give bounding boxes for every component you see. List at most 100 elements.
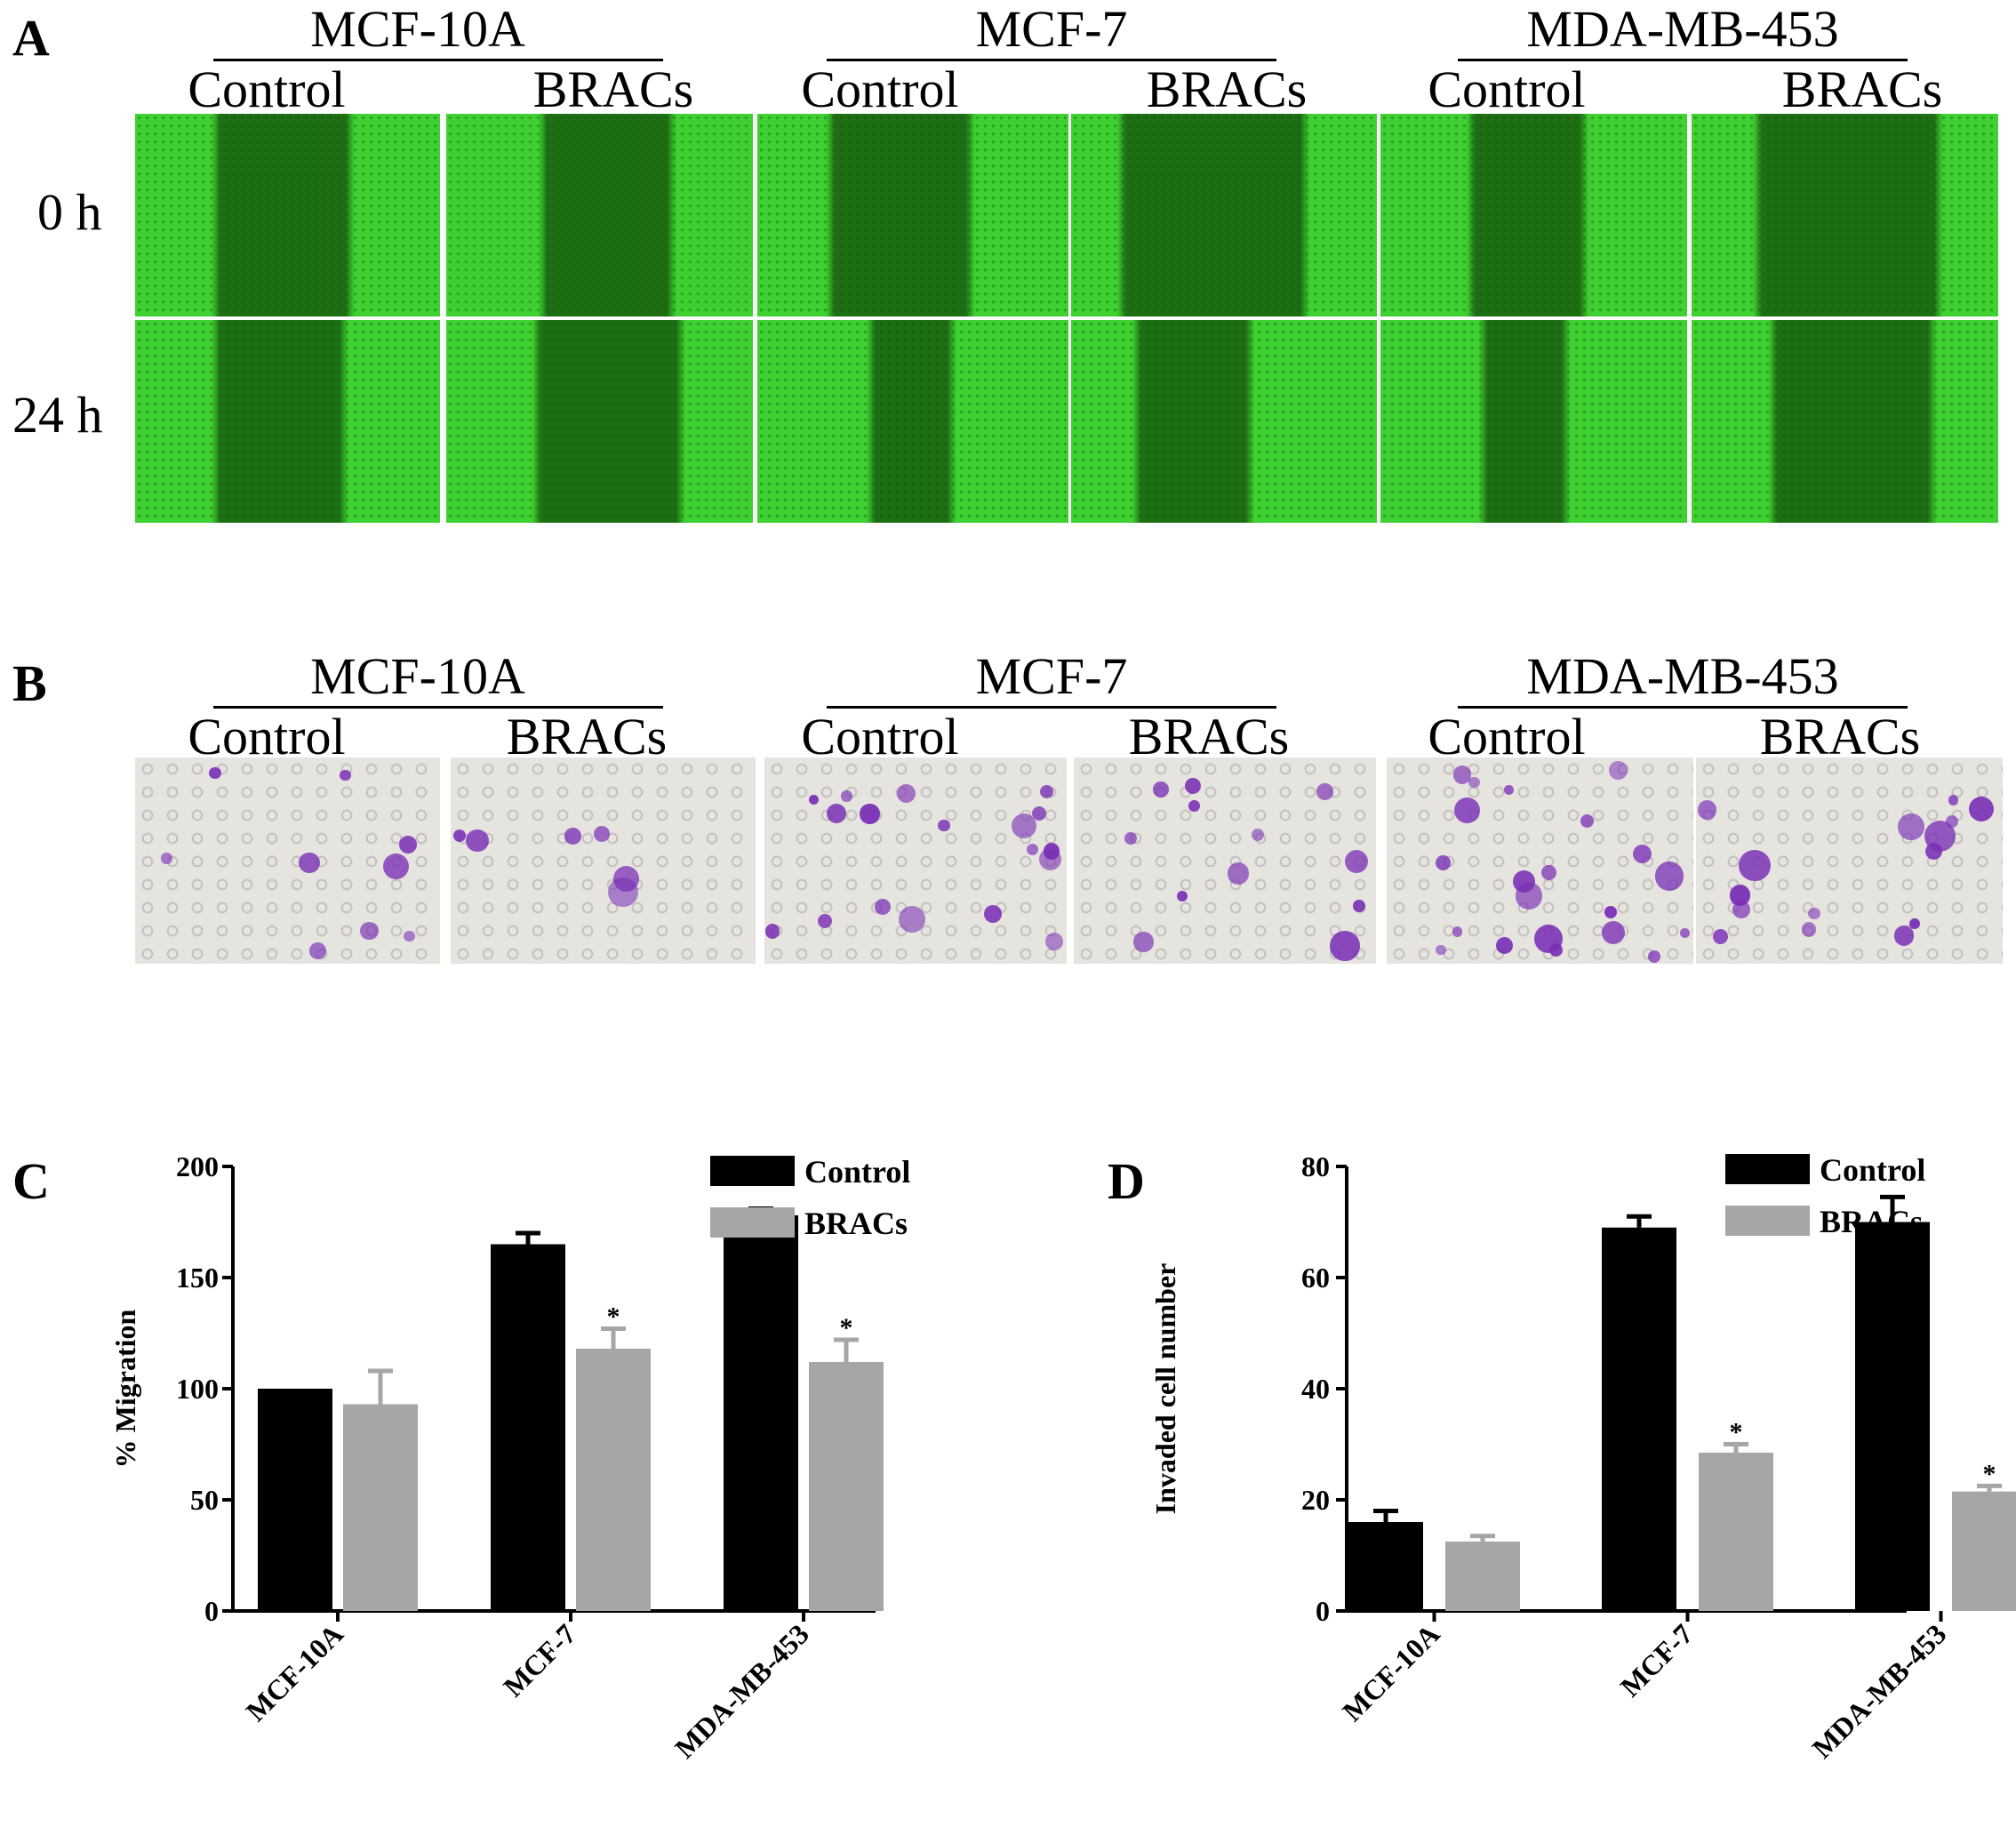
stained-cell	[1580, 814, 1595, 829]
stained-cell	[340, 769, 352, 781]
cell-texture	[1380, 320, 1687, 523]
stained-cell	[1124, 832, 1137, 845]
cell-texture	[446, 114, 753, 317]
panel-a-header-mcf7: MCF-7	[975, 0, 1128, 58]
stained-cell	[1043, 843, 1060, 860]
stained-cell	[1534, 924, 1564, 953]
invasion-image-tile	[135, 757, 440, 964]
stained-cell	[841, 790, 852, 802]
wound-image-tile	[1380, 320, 1687, 523]
panel-b-header-mcf7: MCF-7	[975, 647, 1128, 705]
cell-texture	[757, 114, 1068, 317]
wound-image-tile	[446, 320, 753, 523]
cell-texture	[757, 320, 1068, 523]
stained-cell	[1039, 784, 1054, 799]
panel-b-cond-bracs: BRACs	[1759, 708, 1921, 765]
invasion-image-tile	[451, 757, 756, 964]
stained-cell	[299, 852, 320, 873]
y-tick-label: 40	[1301, 1373, 1330, 1405]
stained-cell	[1604, 906, 1618, 919]
stained-cell	[1453, 797, 1480, 823]
panel-b-cond-bracs: BRACs	[1128, 708, 1290, 765]
stained-cell	[809, 795, 820, 805]
stained-cell	[1729, 885, 1751, 906]
stained-cell	[360, 921, 379, 941]
stained-cell	[209, 767, 221, 780]
bar-bracs	[1952, 1491, 2016, 1611]
x-tick-label: MCF-7	[497, 1617, 582, 1703]
stained-cell	[1924, 843, 1942, 861]
invasion-image-tile	[1696, 757, 2003, 964]
panel-b-header-rule	[827, 706, 1276, 709]
y-tick-label: 150	[176, 1262, 219, 1294]
stained-cell	[1609, 761, 1628, 780]
stained-cell	[1435, 854, 1452, 871]
panel-a-header-rule	[213, 59, 663, 61]
y-tick-label: 200	[176, 1150, 219, 1182]
stained-cell	[1503, 785, 1514, 796]
bar-control	[491, 1244, 565, 1611]
stained-cell	[1515, 882, 1542, 909]
stained-cell	[564, 828, 581, 845]
legend-label: BRACs	[804, 1206, 908, 1241]
stained-cell	[1541, 865, 1557, 881]
stained-cell	[827, 804, 847, 824]
stained-cell	[765, 924, 780, 939]
panel-a-header-rule	[1458, 59, 1908, 61]
bar-bracs	[576, 1349, 651, 1611]
panel-a-cond-control: Control	[188, 60, 346, 118]
stained-cell	[1344, 849, 1369, 873]
cell-texture	[1692, 320, 1998, 523]
cell-texture	[1071, 114, 1377, 317]
cell-texture	[1071, 320, 1377, 523]
stained-cell	[1713, 928, 1728, 944]
stained-cell	[1654, 861, 1684, 891]
bar-bracs	[1699, 1452, 1773, 1611]
stained-cell	[1184, 777, 1202, 795]
panel-b-header-rule	[1458, 706, 1908, 709]
wound-image-tile	[135, 320, 440, 523]
stained-cell	[1353, 900, 1365, 912]
panel-b-header-mda: MDA-MB-453	[1526, 647, 1839, 705]
panel-a-header-mcf10a: MCF-10A	[310, 0, 525, 58]
stained-cell	[983, 904, 1002, 923]
cell-texture	[1692, 114, 1998, 317]
stained-cell	[1452, 765, 1472, 784]
invasion-image-tile	[1074, 757, 1376, 964]
wound-image-tile	[757, 320, 1068, 523]
wound-image-tile	[135, 114, 440, 317]
stained-cell	[1969, 796, 1995, 821]
panel-a-cond-bracs: BRACs	[1781, 60, 1943, 118]
stained-cell	[1893, 926, 1915, 946]
stained-cell	[1031, 805, 1047, 821]
stained-cell	[383, 853, 410, 880]
panel-b-header-rule	[213, 706, 663, 709]
wound-image-tile	[757, 114, 1068, 317]
legend-swatch	[710, 1207, 795, 1238]
stained-cell	[1495, 936, 1514, 955]
cell-texture	[446, 320, 753, 523]
y-axis-label: % Migration	[109, 1309, 141, 1468]
panel-b-cond-bracs: BRACs	[506, 708, 668, 765]
bar-bracs	[343, 1404, 418, 1611]
stained-cell	[612, 865, 640, 893]
panel-b-cond-control: Control	[801, 708, 959, 765]
stained-cell	[399, 836, 418, 854]
legend-swatch	[1725, 1206, 1810, 1236]
panel-a-header-mda: MDA-MB-453	[1526, 0, 1839, 58]
wound-image-tile	[1071, 320, 1377, 523]
stained-cell	[1177, 890, 1188, 901]
x-tick-label: MCF-7	[1614, 1617, 1700, 1703]
stained-cell	[860, 804, 880, 824]
panel-b-cond-control: Control	[1428, 708, 1586, 765]
y-tick-label: 60	[1301, 1262, 1330, 1294]
stained-cell	[1948, 795, 1959, 805]
stained-cell	[1153, 781, 1169, 797]
chart-c: C 0 50 100 150 200 % Migration MCF-10A * MCF-7 * MD…	[12, 1150, 910, 1764]
stained-cell	[1133, 932, 1154, 952]
legend-label: BRACs	[1820, 1204, 1923, 1239]
stained-cell	[1801, 922, 1817, 937]
panel-a-cond-bracs: BRACs	[532, 60, 694, 118]
stained-cell	[1330, 931, 1360, 961]
